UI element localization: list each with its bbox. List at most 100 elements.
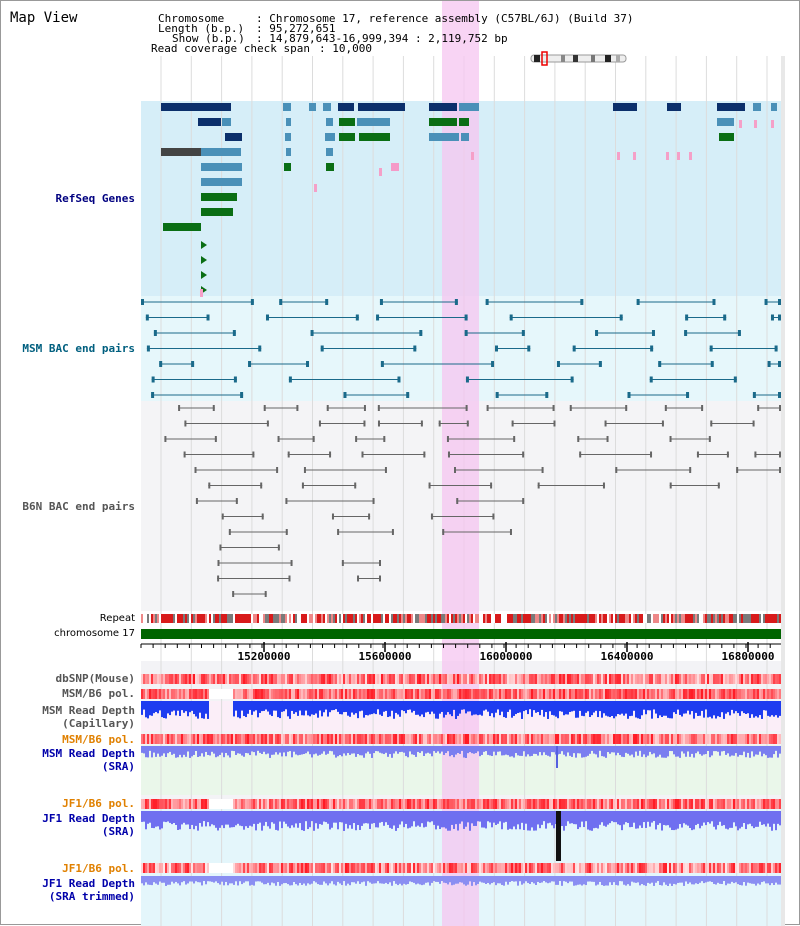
- polymorphism-cell: [553, 674, 555, 684]
- repeat-block: [753, 614, 755, 623]
- repeat-block: [173, 614, 175, 623]
- read-depth-bar: [737, 811, 739, 831]
- read-depth-bar: [731, 746, 733, 756]
- read-depth-bar: [393, 876, 395, 882]
- track-label-msm-b6-pol-1[interactable]: MSM/B6 pol.: [62, 687, 135, 700]
- polymorphism-cell: [215, 799, 217, 809]
- read-depth-bar: [529, 876, 531, 885]
- repeat-block: [431, 614, 433, 623]
- read-depth-bar: [169, 746, 171, 752]
- polymorphism-cell: [277, 689, 279, 699]
- read-depth-bar: [633, 811, 635, 823]
- read-depth-bar: [751, 701, 753, 715]
- polymorphism-cell: [717, 689, 719, 699]
- read-depth-bar: [223, 876, 225, 886]
- refseq-gene: [222, 118, 231, 126]
- polymorphism-cell: [373, 689, 375, 699]
- read-depth-bar: [699, 701, 701, 716]
- read-depth-bar: [173, 811, 175, 824]
- polymorphism-cell: [757, 674, 759, 684]
- polymorphism-cell: [407, 674, 409, 684]
- polymorphism-cell: [535, 863, 537, 873]
- read-depth-bar: [303, 811, 305, 831]
- read-depth-bar: [327, 876, 329, 886]
- repeat-block: [597, 614, 599, 623]
- polymorphism-cell: [411, 734, 413, 744]
- polymorphism-cell: [231, 674, 233, 684]
- polymorphism-cell: [147, 734, 149, 744]
- polymorphism-cell: [313, 674, 315, 684]
- read-depth-bar: [445, 811, 447, 829]
- polymorphism-cell: [299, 799, 301, 809]
- repeat-block: [183, 614, 185, 623]
- polymorphism-cell: [611, 734, 613, 744]
- polymorphism-cell: [309, 734, 311, 744]
- refseq-small-feature: [689, 152, 692, 160]
- read-depth-bar: [513, 746, 515, 758]
- polymorphism-cell: [193, 674, 195, 684]
- polymorphism-cell: [309, 689, 311, 699]
- polymorphism-cell: [265, 734, 267, 744]
- refseq-gene: [286, 118, 291, 126]
- msm-bac-end: [454, 299, 458, 305]
- polymorphism-cell: [209, 734, 211, 744]
- repeat-block: [773, 614, 775, 623]
- polymorphism-cell: [629, 863, 631, 873]
- polymorphism-cell: [555, 734, 557, 744]
- polymorphism-cell: [177, 734, 179, 744]
- read-depth-bar: [695, 701, 697, 713]
- track-label-refseq-genes[interactable]: RefSeq Genes: [55, 192, 135, 205]
- read-depth-bar: [675, 811, 677, 830]
- read-depth-bar: [683, 701, 685, 714]
- b6n-bac-end: [372, 498, 375, 504]
- track-label-dbsnp[interactable]: dbSNP(Mouse): [55, 672, 135, 685]
- read-depth-bar: [163, 701, 165, 719]
- polymorphism-cell: [761, 734, 763, 744]
- polymorphism-cell: [365, 799, 367, 809]
- track-label-jf1-b6-pol-2[interactable]: JF1/B6 pol.: [62, 862, 135, 875]
- polymorphism-cell: [733, 689, 735, 699]
- track-label-jf1-read-depth-sra[interactable]: JF1 Read Depth (SRA): [1, 812, 135, 838]
- track-label-msm-read-depth-sra[interactable]: MSM Read Depth (SRA): [1, 747, 135, 773]
- polymorphism-cell: [145, 689, 147, 699]
- polymorphism-cell: [731, 863, 733, 873]
- track-label-msm-bac-end-pairs[interactable]: MSM BAC end pairs: [22, 342, 135, 355]
- track-label-msm-b6-pol-2[interactable]: MSM/B6 pol.: [62, 733, 135, 746]
- track-label-b6n-bac-end-pairs[interactable]: B6N BAC end pairs: [22, 500, 135, 513]
- polymorphism-cell: [207, 863, 209, 873]
- read-depth-bar: [383, 746, 385, 755]
- polymorphism-cell: [669, 734, 671, 744]
- b6n-bac-end: [708, 436, 711, 442]
- polymorphism-cell: [167, 799, 169, 809]
- b6n-bac-end: [602, 482, 605, 489]
- polymorphism-cell: [707, 689, 709, 699]
- read-depth-bar: [755, 746, 757, 755]
- read-depth-bar: [519, 746, 521, 756]
- read-depth-bar: [217, 811, 219, 831]
- repeat-block: [231, 614, 233, 623]
- polymorphism-cell: [443, 734, 445, 744]
- track-label-msm-read-depth-capillary[interactable]: MSM Read Depth (Capillary): [1, 704, 135, 730]
- read-depth-bar: [271, 876, 273, 883]
- read-depth-bar: [291, 701, 293, 711]
- track-label-jf1-read-depth-trimmed[interactable]: JF1 Read Depth (SRA trimmed): [1, 877, 135, 903]
- read-depth-bar: [497, 876, 499, 884]
- read-depth-bar: [633, 876, 635, 883]
- read-depth-bar: [337, 876, 339, 882]
- polymorphism-cell: [685, 674, 687, 684]
- repeat-block: [779, 614, 781, 623]
- refseq-gene: [201, 178, 242, 186]
- polymorphism-cell: [239, 863, 241, 873]
- repeat-block: [605, 614, 607, 623]
- read-depth-bar: [189, 876, 191, 882]
- polymorphism-cell: [259, 799, 261, 809]
- read-depth-bar: [577, 811, 579, 830]
- polymorphism-cell: [529, 734, 531, 744]
- repeat-block: [321, 614, 323, 623]
- polymorphism-cell: [353, 734, 355, 744]
- polymorphism-cell: [141, 863, 143, 873]
- track-label-jf1-b6-pol-1[interactable]: JF1/B6 pol.: [62, 797, 135, 810]
- polymorphism-cell: [489, 799, 491, 809]
- read-depth-bar: [777, 746, 779, 758]
